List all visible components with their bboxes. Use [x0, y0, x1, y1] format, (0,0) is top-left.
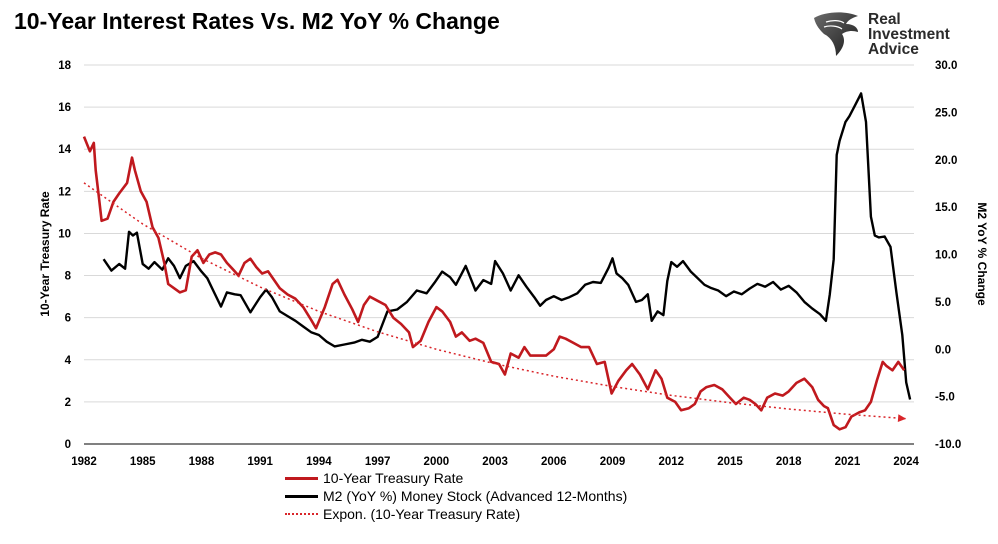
- x-tick-label: 2018: [776, 456, 802, 468]
- right-tick-label: 30.0: [935, 60, 957, 72]
- left-axis-title: 10-Year Treasury Rate: [38, 191, 52, 317]
- legend-label-m2: M2 (YoY %) Money Stock (Advanced 12-Mont…: [323, 488, 628, 504]
- right-tick-label: 5.0: [935, 297, 951, 309]
- left-tick-label: 6: [65, 313, 71, 325]
- left-tick-label: 8: [65, 271, 72, 283]
- x-tick-label: 2009: [600, 456, 626, 468]
- right-tick-label: -10.0: [935, 439, 961, 451]
- left-tick-label: 12: [58, 186, 71, 198]
- brand-logo: Real Investment Advice: [812, 10, 962, 62]
- right-tick-label: 0.0: [935, 344, 951, 356]
- x-tick-label: 2024: [893, 456, 919, 468]
- x-tick-label: 1991: [247, 456, 273, 468]
- left-axis-ticks: 0 2 4 6 8 10 12 14 16 18: [58, 60, 71, 451]
- gridlines: [84, 64, 914, 403]
- legend-label-trend: Expon. (10-Year Treasury Rate): [323, 506, 521, 522]
- series-trend-line: [83, 182, 907, 420]
- right-axis-title: M2 YoY % Change: [975, 202, 989, 306]
- left-tick-label: 18: [58, 60, 71, 72]
- legend: 10-Year Treasury Rate M2 (YoY %) Money S…: [285, 469, 627, 523]
- series-layer: [82, 92, 912, 431]
- legend-item-m2: M2 (YoY %) Money Stock (Advanced 12-Mont…: [285, 487, 627, 505]
- left-tick-label: 16: [58, 102, 71, 114]
- eagle-icon: [814, 12, 858, 56]
- x-tick-label: 1985: [130, 456, 156, 468]
- legend-label-treasury: 10-Year Treasury Rate: [323, 470, 464, 486]
- legend-item-trend: Expon. (10-Year Treasury Rate): [285, 505, 627, 523]
- x-tick-label: 2012: [658, 456, 684, 468]
- x-tick-label: 1982: [71, 456, 97, 468]
- x-tick-label: 2000: [424, 456, 450, 468]
- brand-name: Real Investment Advice: [868, 11, 950, 58]
- series-treasury-line: [82, 136, 906, 431]
- right-tick-label: 15.0: [935, 202, 957, 214]
- x-tick-label: 2003: [482, 456, 508, 468]
- left-tick-label: 14: [58, 144, 71, 156]
- left-tick-label: 4: [65, 355, 72, 367]
- right-tick-label: 10.0: [935, 250, 957, 262]
- x-tick-label: 1997: [365, 456, 391, 468]
- x-tick-label: 2015: [717, 456, 743, 468]
- x-tick-label: 1994: [306, 456, 332, 468]
- trend-arrowhead: [897, 414, 907, 423]
- left-tick-label: 0: [65, 439, 71, 451]
- right-tick-label: -5.0: [935, 392, 955, 404]
- x-tick-label: 1988: [189, 456, 215, 468]
- x-axis-ticks: 1982 1985 1988 1991 1994 1997 2000 2003 2006 2009…: [71, 456, 919, 468]
- right-axis-ticks: -10.0 -5.0 0.0 5.0 10.0 15.0 20.0 25.0 30.0: [935, 60, 961, 451]
- left-tick-label: 2: [65, 397, 71, 409]
- left-tick-label: 10: [58, 228, 71, 240]
- chart-title: 10-Year Interest Rates Vs. M2 YoY % Chan…: [14, 8, 500, 34]
- legend-swatch-m2: [285, 494, 318, 498]
- series-m2-line: [102, 92, 912, 400]
- x-tick-label: 2021: [835, 456, 861, 468]
- legend-swatch-trend: [285, 513, 318, 515]
- x-tick-label: 2006: [541, 456, 567, 468]
- legend-swatch-treasury: [285, 476, 318, 480]
- legend-item-treasury: 10-Year Treasury Rate: [285, 469, 627, 487]
- right-tick-label: 25.0: [935, 107, 957, 119]
- right-tick-label: 20.0: [935, 155, 957, 167]
